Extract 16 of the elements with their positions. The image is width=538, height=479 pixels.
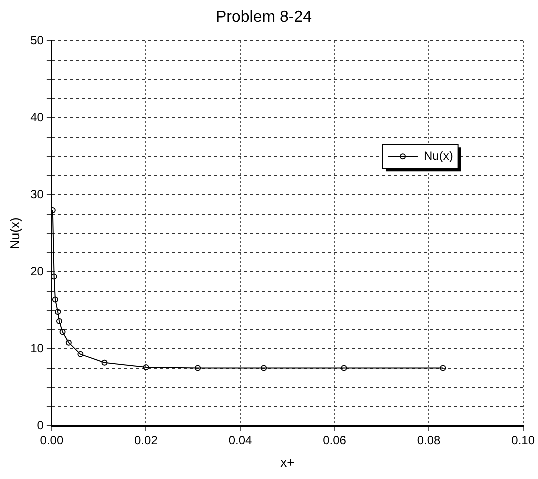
legend-label: Nu(x) <box>424 148 454 163</box>
chart-title: Problem 8-24 <box>216 9 312 26</box>
y-axis-title: Nu(x) <box>7 218 22 250</box>
y-tick-label: 20 <box>30 264 44 278</box>
x-tick-label: 0.00 <box>40 434 64 448</box>
y-tick-label: 0 <box>37 418 44 432</box>
x-axis-title: x+ <box>280 454 295 470</box>
x-tick-label: 0.06 <box>323 434 347 448</box>
y-tick-label: 30 <box>30 187 44 202</box>
y-tick-label: 50 <box>30 34 44 48</box>
x-tick-label: 0.10 <box>512 434 536 448</box>
y-tick-label: 40 <box>30 110 44 124</box>
x-tick-label: 0.02 <box>134 434 158 448</box>
x-tick-label: 0.04 <box>228 434 252 448</box>
y-tick-label: 10 <box>30 341 44 356</box>
x-tick-label: 0.08 <box>417 434 442 448</box>
